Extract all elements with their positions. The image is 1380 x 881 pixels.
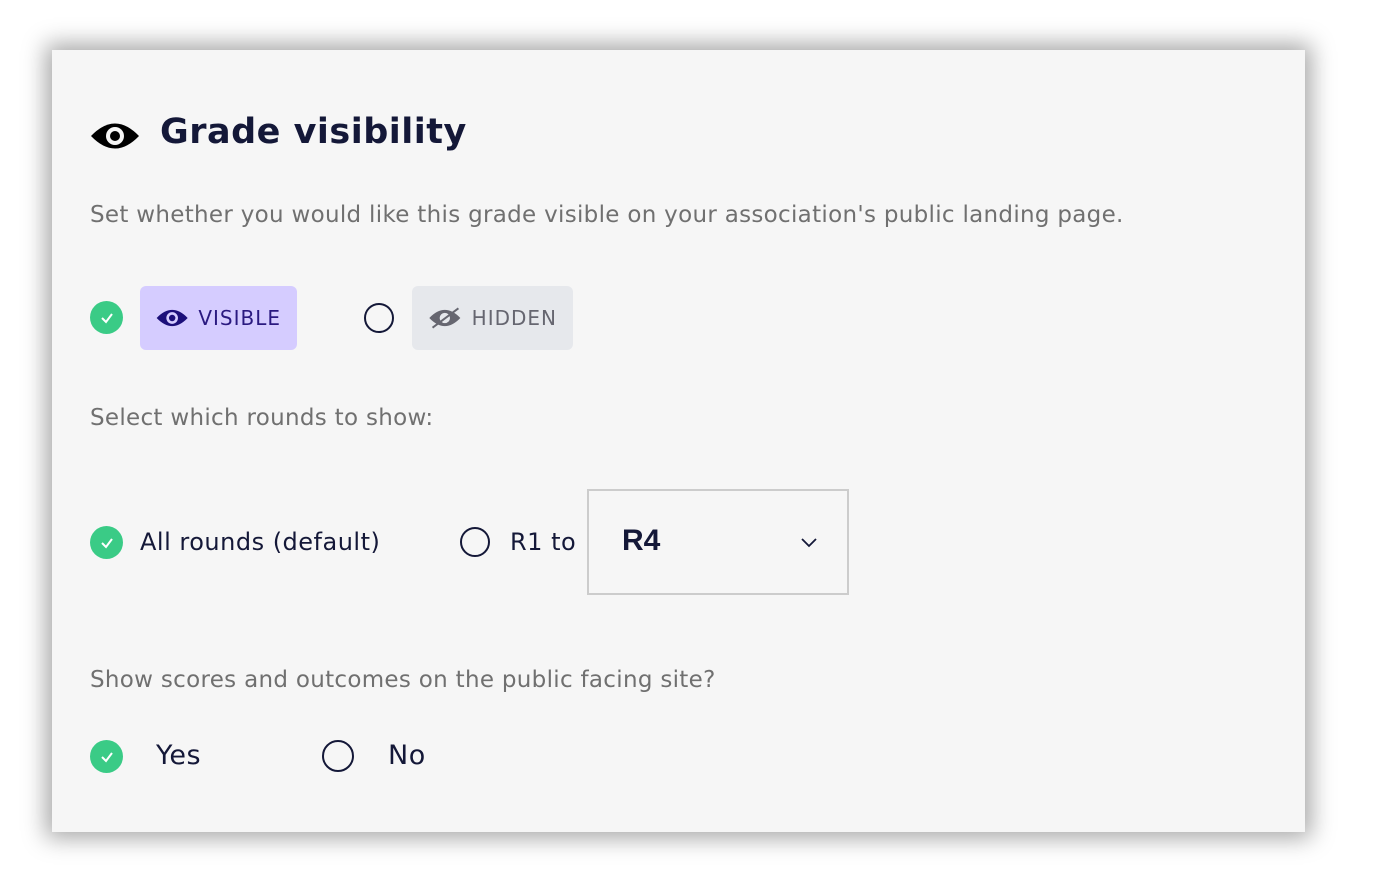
no-radio[interactable] — [322, 740, 354, 772]
no-label: No — [388, 740, 426, 771]
range-radio[interactable] — [460, 527, 490, 557]
hidden-radio[interactable] — [364, 303, 394, 333]
round-select-value: R4 — [622, 524, 661, 557]
eye-icon — [156, 309, 188, 327]
all-rounds-radio-checked[interactable] — [90, 526, 123, 559]
rounds-prompt: Select which rounds to show: — [90, 405, 434, 431]
yes-radio-checked[interactable] — [90, 740, 123, 773]
hidden-label: HIDDEN — [471, 306, 557, 330]
page-title: Grade visibility — [160, 112, 467, 152]
check-icon — [100, 537, 113, 549]
chevron-down-icon — [801, 538, 817, 548]
check-icon — [100, 751, 113, 763]
eye-slash-icon — [429, 307, 461, 329]
visible-label: VISIBLE — [198, 306, 281, 330]
round-select[interactable]: R4 — [587, 489, 849, 595]
description: Set whether you would like this grade vi… — [90, 202, 1124, 228]
yes-label: Yes — [156, 740, 202, 771]
visible-radio-checked[interactable] — [90, 301, 123, 334]
range-label: R1 to — [510, 528, 577, 556]
scores-prompt: Show scores and outcomes on the public f… — [90, 667, 716, 693]
hidden-button[interactable]: HIDDEN — [412, 286, 573, 350]
check-icon — [100, 312, 113, 324]
all-rounds-label: All rounds (default) — [140, 528, 381, 556]
eye-icon — [91, 123, 139, 149]
grade-visibility-panel: Grade visibility Set whether you would l… — [52, 50, 1305, 832]
visible-button[interactable]: VISIBLE — [140, 286, 297, 350]
